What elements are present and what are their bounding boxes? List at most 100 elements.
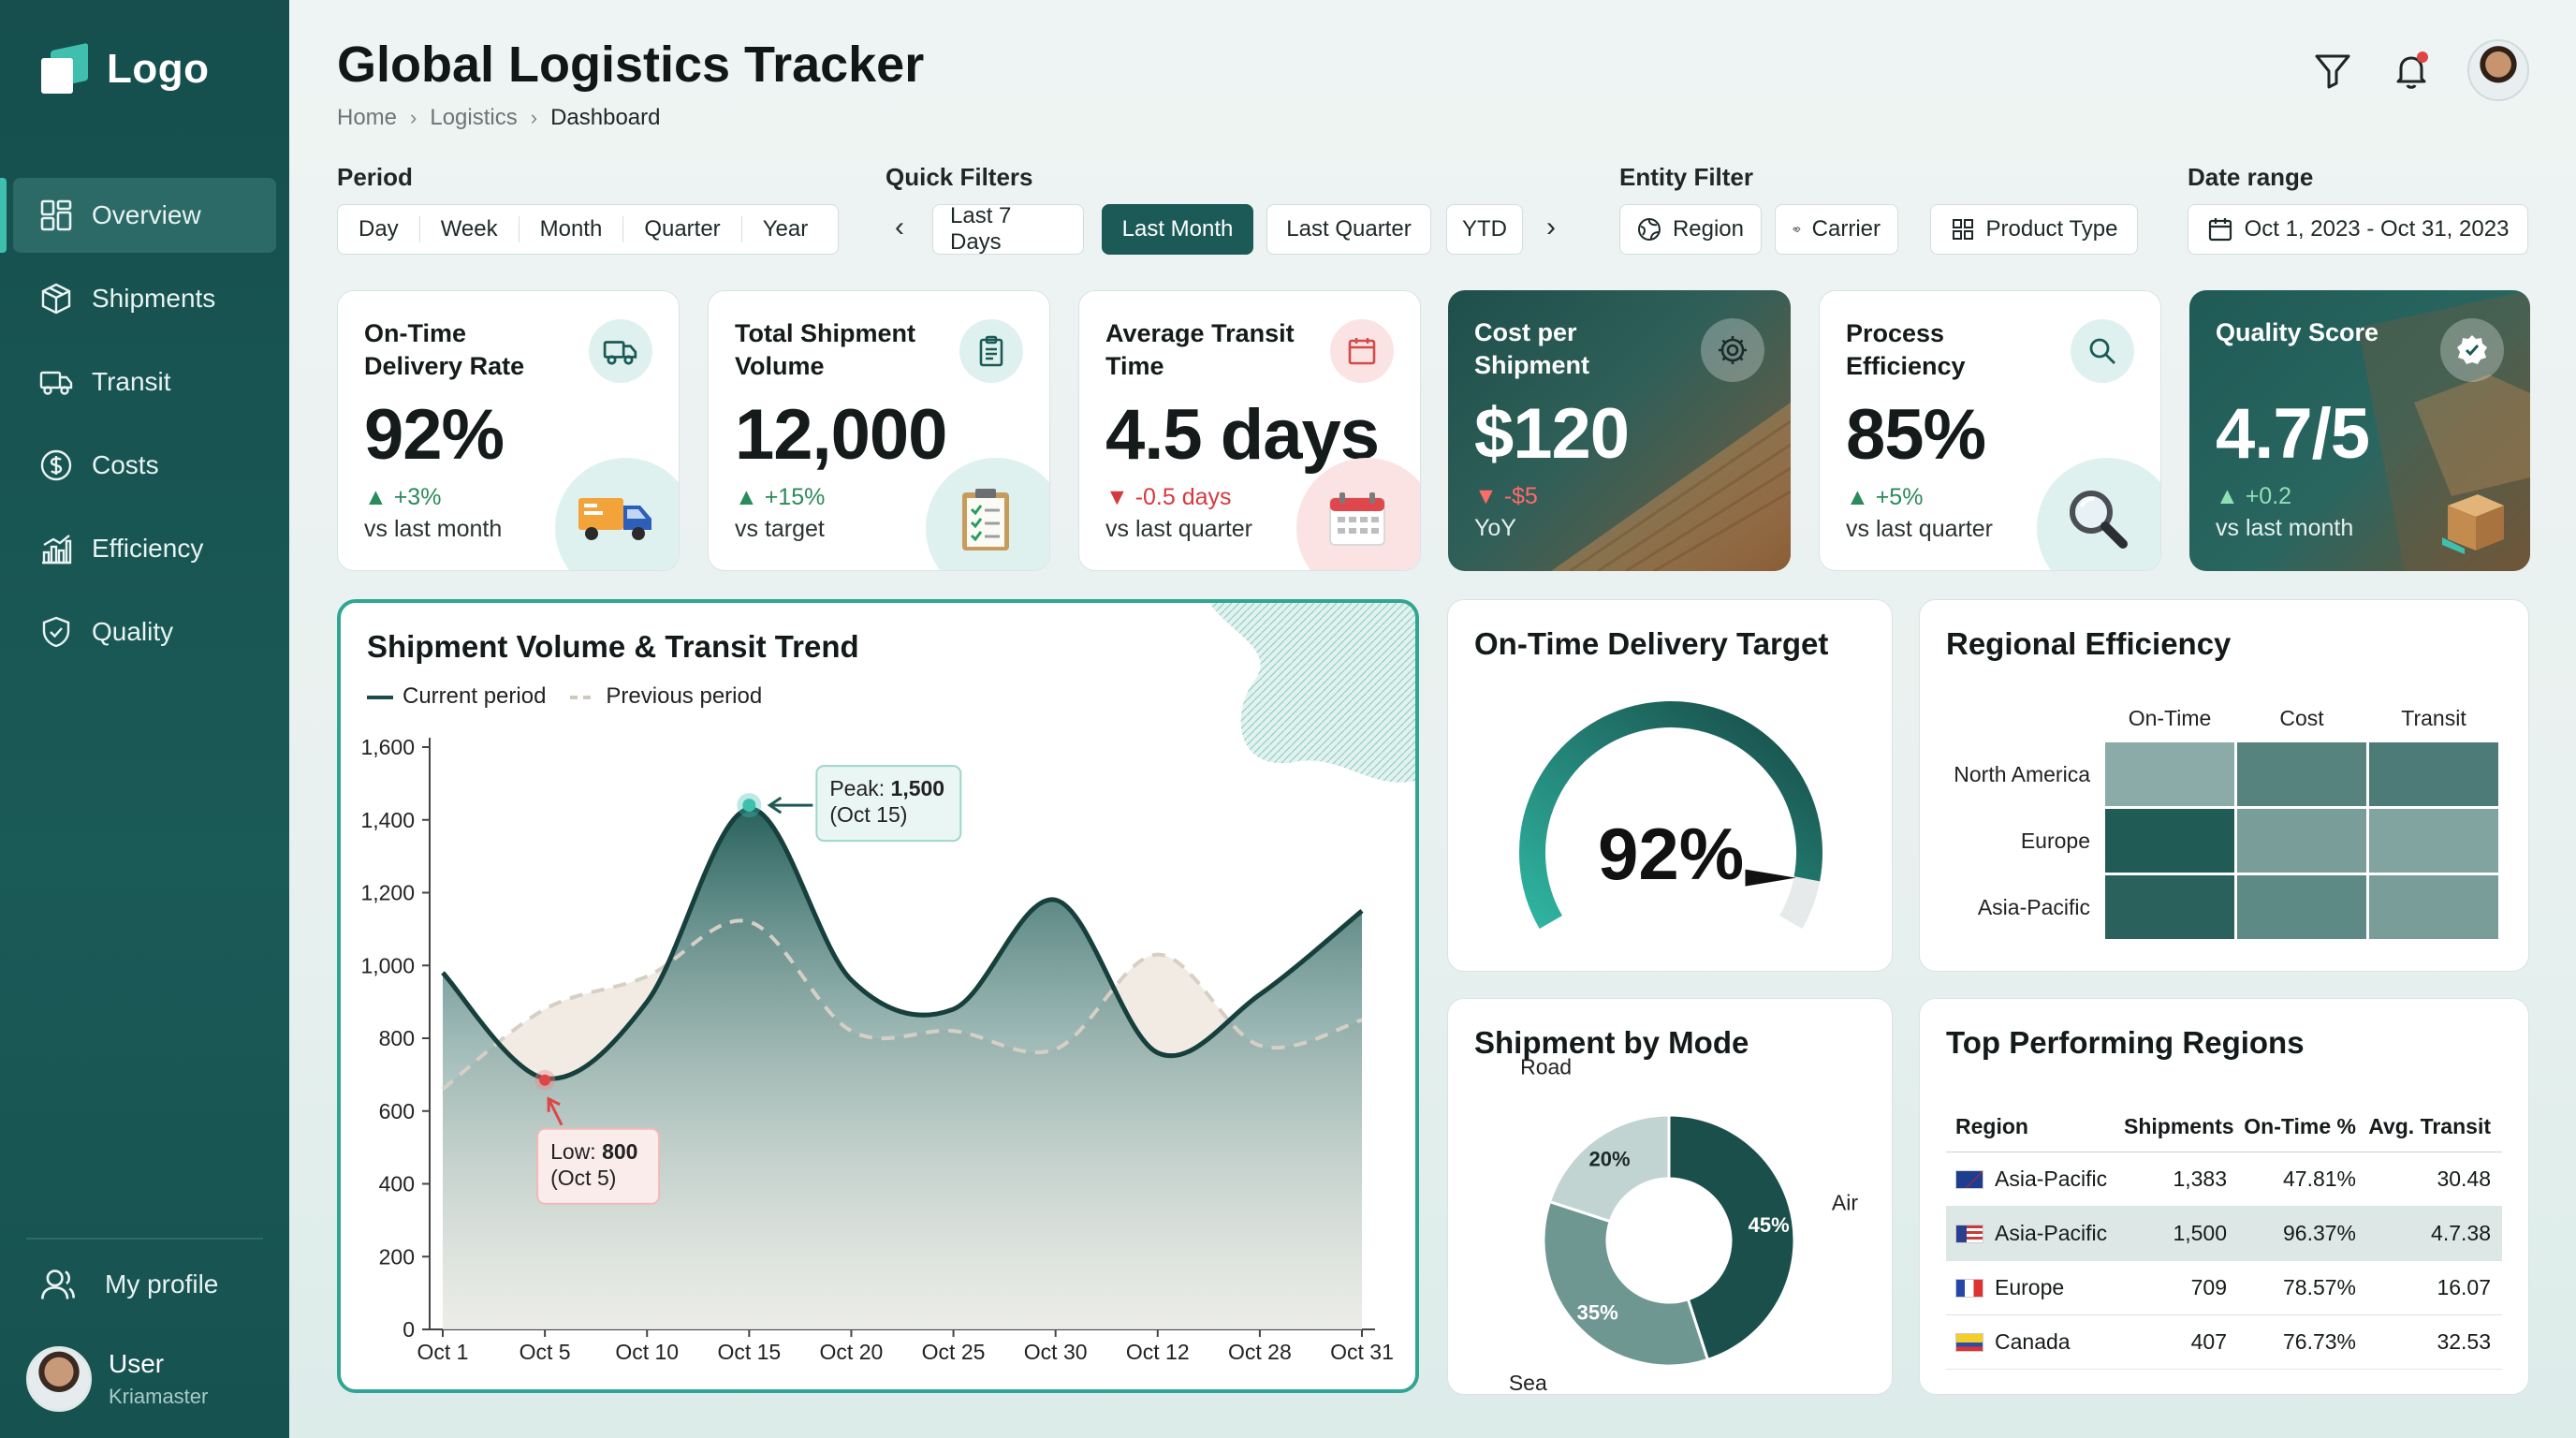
- column-header-avg-transit[interactable]: Avg. Transit: [2368, 1114, 2491, 1138]
- period-option-quarter[interactable]: Quarter: [623, 216, 742, 242]
- filter-icon[interactable]: [2310, 48, 2355, 93]
- us-flag-icon: [1955, 1224, 1983, 1243]
- period-option-week[interactable]: Week: [420, 216, 520, 242]
- table-row[interactable]: Canada 407 76.73% 32.53: [1946, 1315, 2502, 1370]
- table-cell-region: Europe: [1995, 1275, 2065, 1299]
- sidebar-nav: Overview Shipments Transit Costs Efficie…: [0, 178, 289, 678]
- gauge-panel: On-Time Delivery Target 92%: [1447, 599, 1893, 972]
- heatmap-cell[interactable]: [2237, 809, 2366, 873]
- sidebar-item-overview[interactable]: Overview: [0, 178, 276, 253]
- heatmap-cell[interactable]: [2369, 742, 2498, 806]
- legend-previous[interactable]: Previous period: [570, 683, 762, 710]
- kpi-delta: ▲ +5%: [1846, 484, 1924, 510]
- heatmap-cell[interactable]: [2105, 742, 2234, 806]
- kpi-label: On-Time Delivery Rate: [364, 319, 525, 380]
- kpi-card-total-shipment-volume[interactable]: Total Shipment Volume 12,000 ▲ +15% vs t…: [708, 290, 1050, 571]
- quick-filter-ytd[interactable]: YTD: [1446, 204, 1523, 255]
- calendar-icon: [2208, 218, 2232, 242]
- heatmap-cell[interactable]: [2105, 875, 2234, 939]
- user-name: User: [109, 1349, 165, 1378]
- bar-chart-icon: [42, 535, 72, 565]
- heatmap-row-label: Asia-Pacific: [1978, 895, 2090, 919]
- box-icon: [41, 283, 71, 315]
- kpi-card-process-efficiency[interactable]: Process Efficiency 85% ▲ +5% vs last qua…: [1819, 290, 2161, 571]
- table-header-row: Region Shipments On-Time % Avg. Transit: [1946, 1102, 2502, 1152]
- table-cell-shipments: 1,383: [2173, 1167, 2227, 1191]
- trend-chart[interactable]: 0 200 400 600 800 1,000 1,200 1,400 1,600 Oct 1 Oc…: [341, 603, 1415, 1389]
- table-row[interactable]: Asia-Pacific 1,383 47.81% 30.48: [1946, 1152, 2502, 1207]
- breadcrumb-home[interactable]: Home: [337, 105, 398, 130]
- entity-filter-region-label: Region: [1672, 216, 1744, 242]
- table-cell-region: Asia-Pacific: [1995, 1221, 2108, 1245]
- breadcrumb-logistics[interactable]: Logistics: [430, 105, 518, 130]
- peak-label-prefix: Peak:: [829, 776, 890, 800]
- entity-filter-product-type[interactable]: Product Type: [1930, 204, 2138, 255]
- kpi-value: $120: [1474, 394, 1630, 474]
- peak-marker[interactable]: [742, 799, 756, 813]
- table-row[interactable]: Europe 709 78.57% 16.07: [1946, 1261, 2502, 1315]
- heatmap-cell[interactable]: [2237, 875, 2366, 939]
- sidebar-item-shipments[interactable]: Shipments: [13, 261, 276, 336]
- chevron-right-icon[interactable]: ›: [1546, 212, 1556, 242]
- previous-period-line[interactable]: [441, 918, 1363, 1091]
- date-range-picker[interactable]: Oct 1, 2023 - Oct 31, 2023: [2188, 204, 2528, 255]
- quick-filter-last-7-days[interactable]: Last 7 Days: [932, 203, 1084, 255]
- column-header-region[interactable]: Region: [1955, 1114, 2028, 1138]
- quick-filter-last-quarter[interactable]: Last Quarter: [1266, 204, 1431, 255]
- period-option-day[interactable]: Day: [338, 216, 420, 242]
- entity-filter-label: Entity Filter: [1619, 163, 1754, 191]
- sidebar-item-quality[interactable]: Quality: [13, 594, 276, 669]
- entity-filter-carrier[interactable]: Carrier: [1775, 204, 1898, 255]
- dollar-icon: [40, 449, 72, 481]
- donut-slice-air[interactable]: [1667, 1113, 1796, 1362]
- logo[interactable]: Logo: [37, 41, 210, 97]
- heatmap-cell[interactable]: [2369, 875, 2498, 939]
- column-header-on-time[interactable]: On-Time %: [2244, 1114, 2356, 1138]
- sidebar-item-transit[interactable]: Transit: [13, 345, 276, 419]
- table-row[interactable]: Asia-Pacific 1,500 96.37% 4.7.38: [1946, 1207, 2502, 1261]
- notification-button[interactable]: [2389, 48, 2434, 93]
- quick-filter-last-month[interactable]: Last Month: [1102, 204, 1253, 255]
- x-tick-label: Oct 5: [520, 1340, 571, 1364]
- period-option-month[interactable]: Month: [520, 216, 624, 242]
- period-option-year[interactable]: Year: [762, 216, 809, 242]
- kpi-label: Process Efficiency: [1846, 319, 1966, 380]
- sidebar-item-label: Overview: [92, 200, 201, 229]
- heatmap-chart[interactable]: On-Time Cost Transit North America Europe Asi…: [1920, 600, 2529, 972]
- kpi-card-cost-per-shipment[interactable]: Cost per Shipment $120 ▼ -$5 YoY: [1448, 290, 1791, 571]
- australia-flag-icon: [1955, 1169, 1983, 1189]
- user-account[interactable]: User Kriamaster: [26, 1346, 208, 1412]
- peak-label: Peak: 1,500: [829, 776, 944, 800]
- logo-text: Logo: [107, 46, 210, 92]
- entity-filter-region[interactable]: Region: [1619, 204, 1762, 255]
- kpi-card-on-time-delivery[interactable]: On-Time Delivery Rate 92% ▲ +3% vs last …: [337, 290, 680, 571]
- period-segmented-control: Day Week Month Quarter Year: [337, 204, 839, 255]
- donut-slice-sea[interactable]: [1542, 1199, 1710, 1368]
- low-marker[interactable]: [539, 1074, 551, 1086]
- heatmap-column-label: On-Time: [2129, 706, 2212, 730]
- sidebar-item-costs[interactable]: Costs: [13, 428, 276, 503]
- heatmap-cell[interactable]: [2105, 809, 2234, 873]
- date-range-value: Oct 1, 2023 - Oct 31, 2023: [2244, 216, 2510, 242]
- current-period-area: [443, 809, 1362, 1329]
- entity-filter-carrier-label: Carrier: [1811, 216, 1881, 242]
- regions-table: Region Shipments On-Time % Avg. Transit …: [1946, 1102, 2502, 1370]
- heatmap-cell[interactable]: [2237, 742, 2366, 806]
- kpi-card-quality-score[interactable]: Quality Score 4.7/5 ▲ +0.2 vs last month: [2189, 290, 2530, 571]
- header-actions: [2310, 39, 2529, 101]
- donut-chart[interactable]: 45% Air 35% Sea 20% Road: [1448, 999, 1893, 1395]
- y-tick-label: 800: [379, 1026, 415, 1050]
- legend-current[interactable]: Current period: [367, 683, 546, 710]
- column-header-shipments[interactable]: Shipments: [2124, 1114, 2234, 1138]
- kpi-card-average-transit-time[interactable]: Average Transit Time 4.5 days ▼ -0.5 day…: [1078, 290, 1421, 571]
- table-cell-shipments: 407: [2190, 1329, 2227, 1354]
- current-period-line[interactable]: [441, 806, 1364, 1081]
- sidebar-item-my-profile[interactable]: My profile: [39, 1266, 218, 1303]
- header-avatar[interactable]: [2467, 39, 2529, 101]
- donut-slice-road[interactable]: [1547, 1113, 1671, 1224]
- x-tick-label: Oct 12: [1126, 1340, 1190, 1364]
- sidebar-item-efficiency[interactable]: Efficiency: [13, 511, 276, 586]
- heatmap-cell[interactable]: [2369, 809, 2498, 873]
- kpi-label: Quality Score: [2216, 318, 2379, 346]
- chevron-left-icon[interactable]: ‹: [895, 212, 904, 242]
